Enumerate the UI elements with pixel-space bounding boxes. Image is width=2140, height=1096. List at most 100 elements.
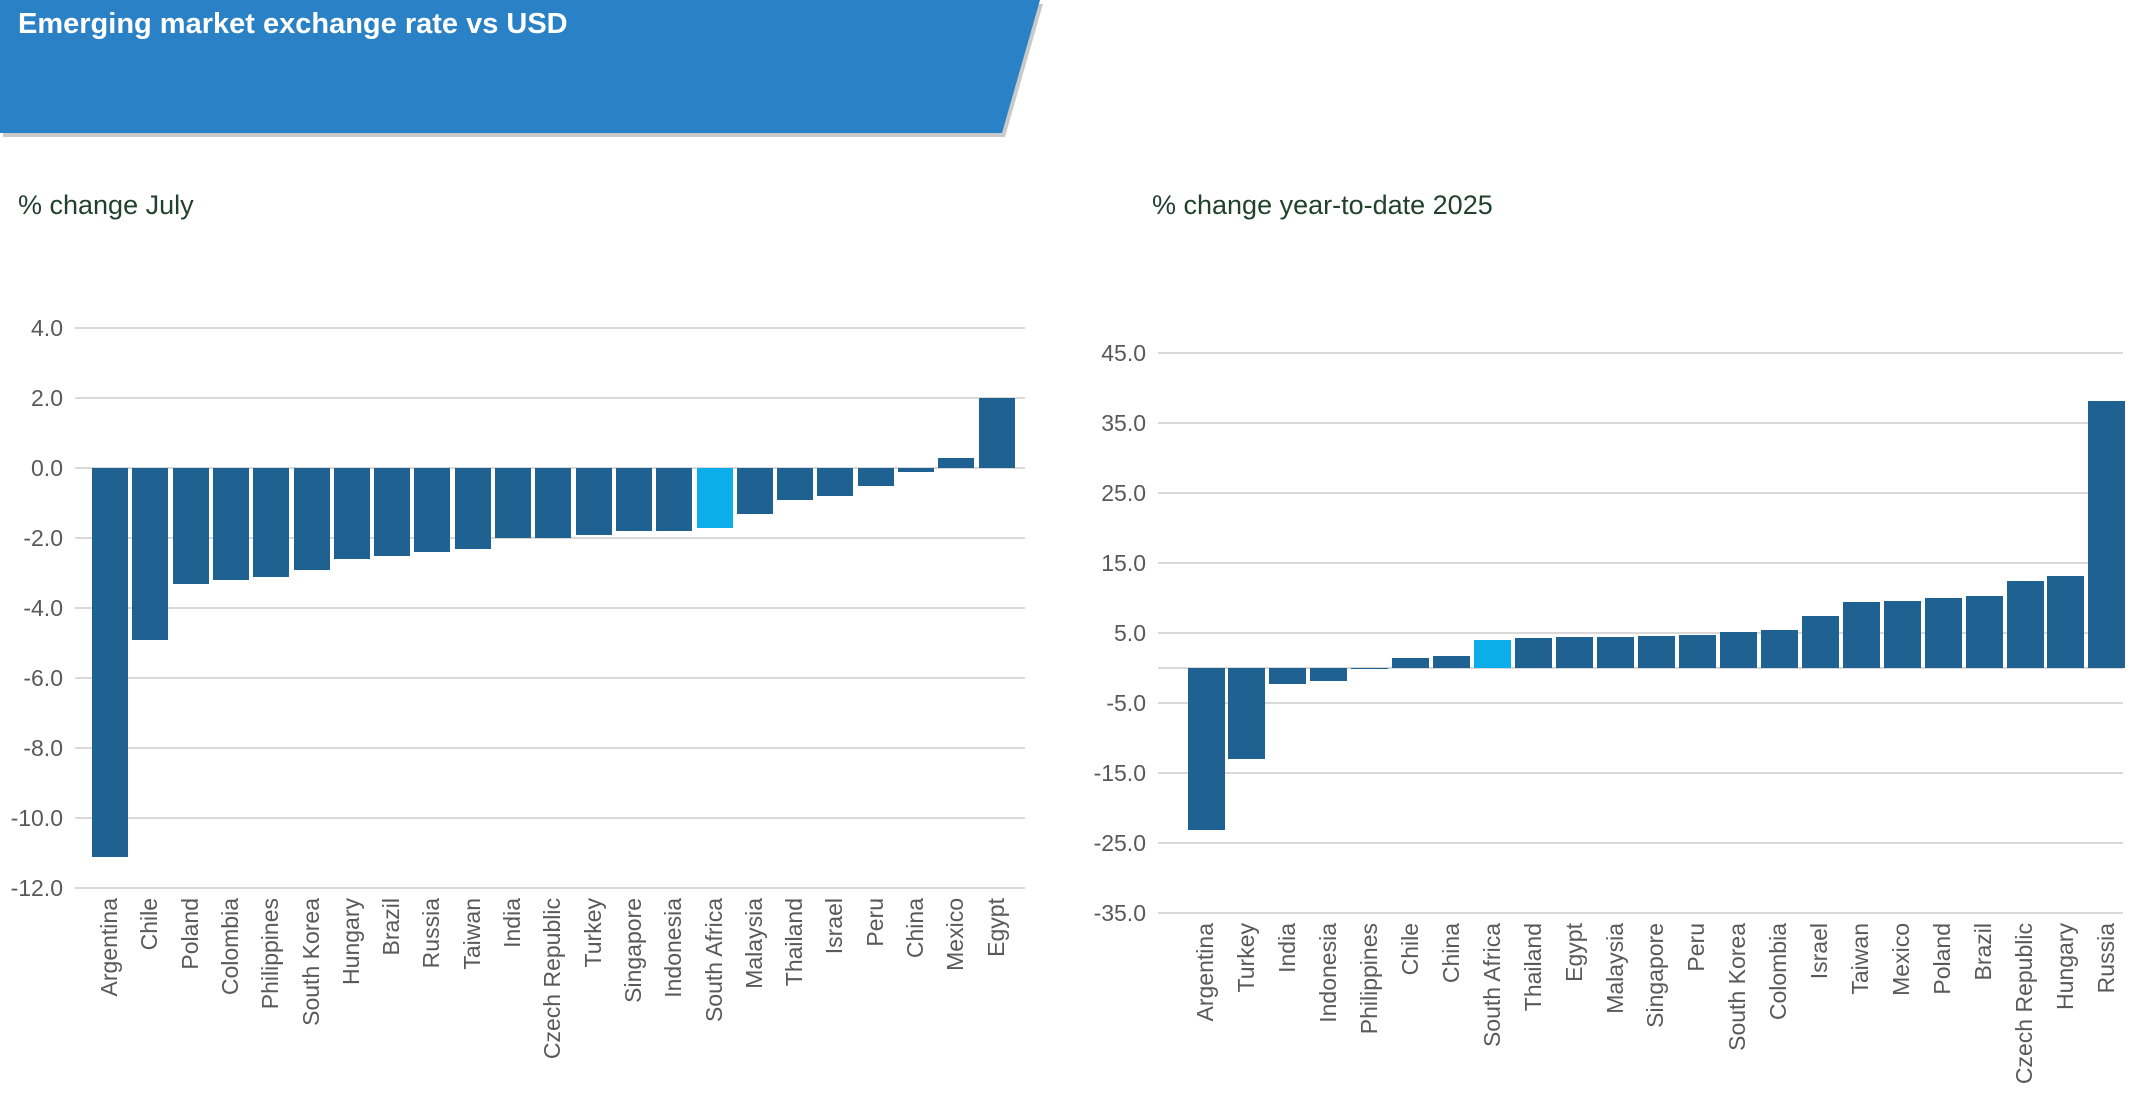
y-axis-tick-label: -8.0	[23, 735, 63, 761]
bar-egypt	[978, 398, 1015, 468]
gridline	[1158, 352, 2123, 354]
chart-title-ytd: % change year-to-date 2025	[1152, 190, 1493, 220]
bar-thailand	[777, 468, 814, 500]
bar-malaysia	[736, 468, 773, 514]
bar-czech-republic	[2006, 581, 2044, 668]
gridline	[75, 677, 1025, 679]
zero-axis-line	[1158, 667, 2123, 669]
x-axis-label-russia: Russia	[2092, 923, 2119, 994]
bar-taiwan	[454, 468, 491, 549]
gridline	[75, 747, 1025, 749]
x-axis-label-indonesia: Indonesia	[1314, 923, 1341, 1023]
gridline	[1158, 842, 2123, 844]
gridline	[75, 327, 1025, 329]
bar-mexico	[1883, 600, 1921, 668]
bar-china	[898, 468, 934, 472]
bar-israel	[1801, 615, 1839, 668]
y-axis-tick-label: -25.0	[1093, 830, 1146, 856]
bar-philippines	[253, 468, 290, 577]
bar-indonesia	[1310, 668, 1348, 681]
bar-indonesia	[656, 468, 693, 531]
x-axis-label-india: India	[1273, 923, 1300, 973]
bar-poland	[1924, 598, 1962, 668]
x-axis-label-mexico: Mexico	[1888, 923, 1915, 996]
bar-peru	[1678, 635, 1716, 668]
y-axis-tick-label: -15.0	[1093, 760, 1146, 786]
bar-thailand	[1515, 637, 1553, 668]
x-axis-label-thailand: Thailand	[1519, 923, 1546, 1012]
bar-russia	[414, 468, 451, 552]
y-axis-tick-label: -2.0	[23, 525, 63, 551]
bar-turkey	[575, 468, 612, 535]
x-axis-label-argentina: Argentina	[1192, 923, 1218, 1022]
x-axis-label-brazil: Brazil	[1970, 923, 1997, 981]
bar-hungary	[333, 468, 370, 559]
bar-israel	[817, 468, 854, 496]
y-axis-tick-label: 2.0	[31, 385, 63, 411]
y-axis-tick-label: -4.0	[23, 595, 63, 621]
x-axis-label-south-korea: South Korea	[1724, 923, 1751, 1051]
gridline	[75, 537, 1025, 539]
bar-philippines	[1351, 668, 1389, 670]
bar-peru	[857, 468, 894, 486]
bar-india	[495, 468, 531, 538]
bar-czech-republic	[535, 468, 572, 538]
bar-south-africa	[1474, 640, 1512, 668]
bar-brazil	[1965, 595, 2003, 668]
gridline	[75, 817, 1025, 819]
bar-singapore	[615, 468, 652, 531]
y-axis-tick-label: 45.0	[1101, 340, 1146, 366]
bar-south-korea	[1719, 631, 1757, 668]
gridline	[75, 607, 1025, 609]
x-axis-label-colombia: Colombia	[1765, 923, 1792, 1021]
gridline	[1158, 632, 2123, 634]
y-axis-tick-label: 4.0	[31, 315, 63, 341]
bar-russia	[2088, 401, 2126, 668]
title-banner: Emerging market exchange rate vs USD	[0, 0, 1040, 133]
bar-brazil	[374, 468, 411, 556]
x-axis-label-taiwan: Taiwan	[1847, 923, 1874, 995]
bar-malaysia	[1597, 636, 1634, 668]
x-axis-label-philippines: Philippines	[1355, 923, 1382, 1035]
y-axis-tick-label: -12.0	[10, 875, 63, 901]
bar-egypt	[1556, 637, 1594, 668]
page-title: Emerging market exchange rate vs USD	[18, 8, 568, 40]
bar-india	[1269, 668, 1307, 685]
y-axis-tick-label: -5.0	[1106, 690, 1146, 716]
x-axis-label-poland: Poland	[1929, 923, 1956, 995]
x-axis-label-malaysia: Malaysia	[1601, 923, 1628, 1014]
gridline	[1158, 492, 2123, 494]
y-axis-tick-label: 0.0	[31, 455, 63, 481]
x-axis-label-singapore: Singapore	[1642, 923, 1669, 1028]
x-axis-label-czech-republic: Czech Republic	[2011, 923, 2037, 1085]
y-axis-tick-label: 25.0	[1101, 480, 1146, 506]
bar-singapore	[1637, 635, 1675, 668]
x-axis-label-peru: Peru	[1683, 923, 1710, 972]
x-axis-label-egypt: Egypt	[1560, 923, 1587, 982]
x-axis-label-south-africa: South Africa	[1478, 923, 1505, 1048]
gridline	[75, 397, 1025, 399]
bar-hungary	[2047, 576, 2085, 668]
bar-chile	[132, 468, 169, 640]
bar-chile	[1392, 658, 1430, 668]
bar-south-africa	[696, 468, 733, 528]
gridline	[75, 887, 1025, 889]
y-axis-tick-label: -6.0	[23, 665, 63, 691]
x-axis-label-chile: Chile	[1396, 923, 1423, 976]
y-axis-tick-label: -35.0	[1093, 900, 1146, 926]
y-axis-tick-label: 15.0	[1101, 550, 1146, 576]
bar-argentina	[92, 468, 128, 857]
bar-south-korea	[293, 468, 330, 570]
gridline	[1158, 912, 2123, 914]
gridline	[1158, 422, 2123, 424]
bar-colombia	[212, 468, 249, 580]
x-axis-label-china: China	[1437, 923, 1464, 984]
bar-argentina	[1187, 668, 1225, 831]
x-axis-label-hungary: Hungary	[2051, 923, 2078, 1010]
chart-title-july: % change July	[18, 190, 194, 220]
y-axis-tick-label: 5.0	[1114, 620, 1146, 646]
y-axis-tick-label: 35.0	[1101, 410, 1146, 436]
bar-colombia	[1760, 630, 1798, 668]
